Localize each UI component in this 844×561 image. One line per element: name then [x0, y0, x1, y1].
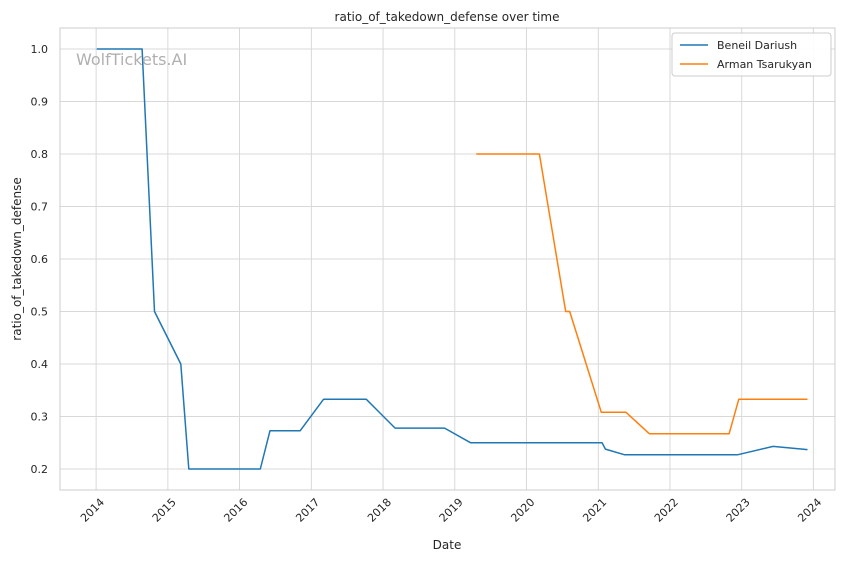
- y-tick-label: 0.3: [31, 411, 49, 424]
- watermark: WolfTickets.AI: [76, 50, 187, 69]
- x-tick-label: 2021: [580, 496, 609, 525]
- chart-title: ratio_of_takedown_defense over time: [335, 10, 560, 24]
- legend-label: Beneil Dariush: [717, 39, 797, 52]
- x-tick-label: 2015: [150, 496, 179, 525]
- y-tick-label: 0.7: [31, 201, 49, 214]
- y-tick-label: 1.0: [31, 43, 49, 56]
- y-tick-label: 0.8: [31, 148, 49, 161]
- x-tick-label: 2018: [365, 496, 394, 525]
- y-tick-label: 0.6: [31, 253, 49, 266]
- plot-frame: [59, 27, 836, 491]
- x-tick-label: 2023: [724, 496, 753, 525]
- series-layer: [96, 48, 808, 470]
- series-line-arman-tsarukyan: [476, 153, 808, 435]
- y-tick-label: 0.4: [31, 358, 49, 371]
- series-line-beneil-dariush: [96, 48, 808, 470]
- legend-label: Arman Tsarukyan: [717, 58, 812, 71]
- legend-box: [671, 32, 832, 77]
- legend: Beneil Dariush Arman Tsarukyan: [671, 32, 832, 77]
- x-tick-label: 2014: [78, 496, 107, 525]
- x-tick-label: 2017: [293, 496, 322, 525]
- y-tick-label: 0.9: [31, 96, 49, 109]
- x-tick-label: 2019: [437, 496, 466, 525]
- x-axis-title: Date: [433, 538, 462, 552]
- y-tick-label: 0.2: [31, 463, 49, 476]
- x-axis-ticks: 2014 2015 2016 2017 2018 2019 2020 2021 2022 2023…: [78, 496, 824, 525]
- x-tick-label: 2022: [652, 496, 681, 525]
- x-tick-label: 2024: [795, 496, 824, 525]
- y-axis-ticks: 0.2 0.3 0.4 0.5 0.6 0.7 0.8 0.9 1.0: [31, 43, 49, 476]
- y-axis-title: ratio_of_takedown_defense: [10, 177, 24, 340]
- y-tick-label: 0.5: [31, 306, 49, 319]
- x-tick-label: 2020: [508, 496, 537, 525]
- x-tick-label: 2016: [221, 496, 250, 525]
